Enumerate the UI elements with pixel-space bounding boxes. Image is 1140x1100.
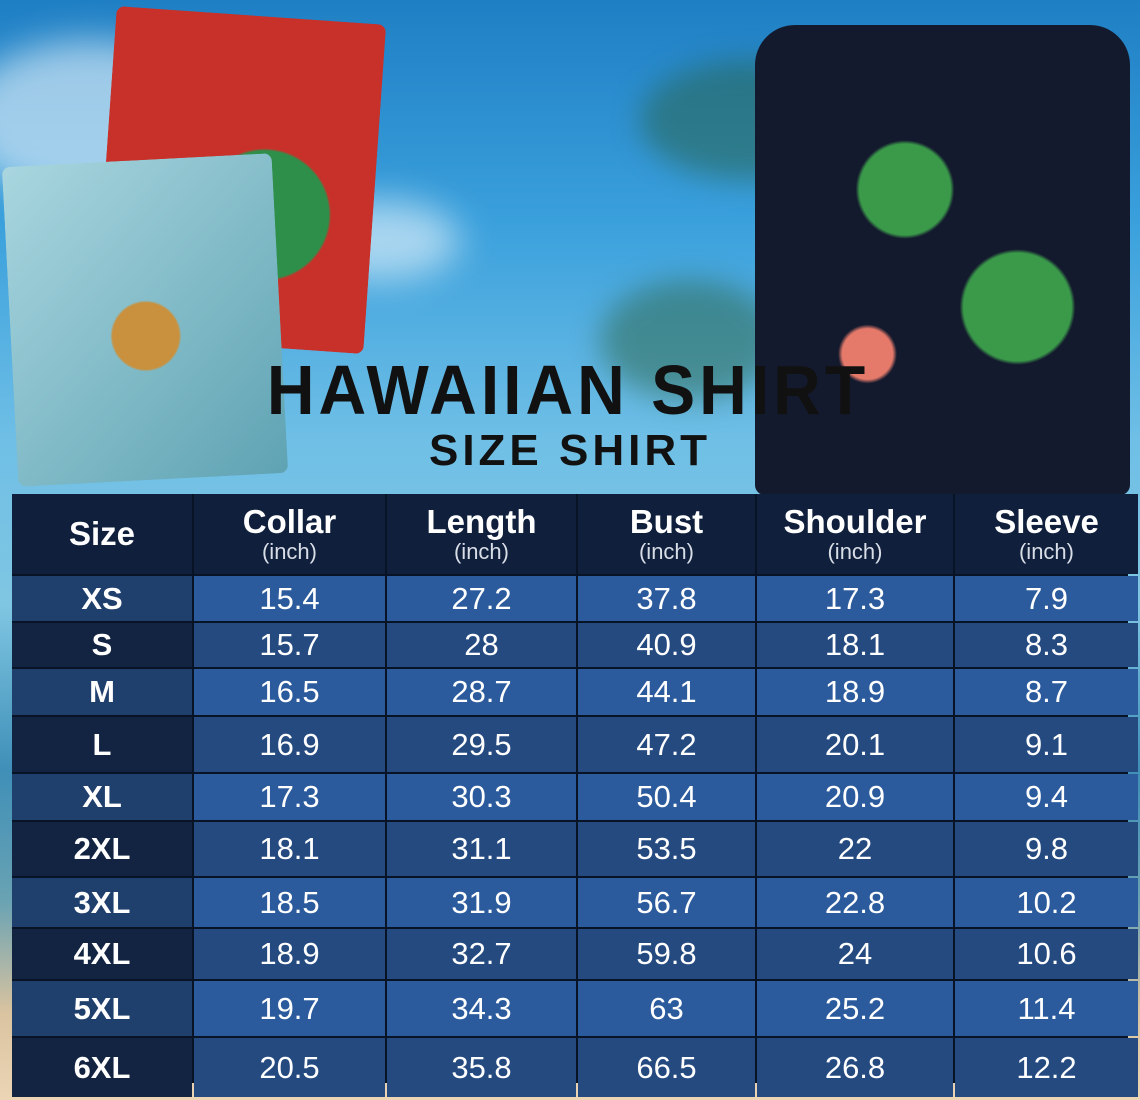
- table-cell-collar: 18.1: [194, 822, 385, 876]
- table-cell-collar: 18.5: [194, 878, 385, 927]
- table-cell-shoulder: 26.8: [757, 1038, 953, 1097]
- table-cell-bust: 53.5: [578, 822, 755, 876]
- table-cell-collar: 19.7: [194, 981, 385, 1036]
- column-header-bust: Bust (inch): [578, 494, 755, 574]
- table-cell-bust: 47.2: [578, 717, 755, 772]
- column-header-unit: (inch): [827, 538, 883, 564]
- table-cell-length: 31.1: [387, 822, 576, 876]
- table-cell-length: 27.2: [387, 576, 576, 621]
- table-cell-shoulder: 25.2: [757, 981, 953, 1036]
- table-cell-bust: 50.4: [578, 774, 755, 820]
- table-cell-collar: 16.9: [194, 717, 385, 772]
- column-header-label: Sleeve: [994, 503, 1099, 541]
- table-cell-length: 34.3: [387, 981, 576, 1036]
- size-label-cell: S: [12, 623, 192, 667]
- table-cell-sleeve: 9.1: [955, 717, 1138, 772]
- size-label-cell: 4XL: [12, 929, 192, 979]
- table-cell-length: 30.3: [387, 774, 576, 820]
- table-cell-shoulder: 22.8: [757, 878, 953, 927]
- table-cell-collar: 15.7: [194, 623, 385, 667]
- size-label-cell: 6XL: [12, 1038, 192, 1097]
- column-header-size: Size: [12, 494, 192, 574]
- column-header-unit: (inch): [1018, 538, 1074, 564]
- size-label-cell: L: [12, 717, 192, 772]
- table-cell-shoulder: 24: [757, 929, 953, 979]
- table-cell-sleeve: 10.2: [955, 878, 1138, 927]
- table-cell-shoulder: 20.9: [757, 774, 953, 820]
- column-header-length: Length (inch): [387, 494, 576, 574]
- size-chart-table: Size Collar (inch) Length (inch) Bust (inch) Sh…: [12, 494, 1138, 1097]
- table-cell-sleeve: 9.4: [955, 774, 1138, 820]
- table-cell-bust: 66.5: [578, 1038, 755, 1097]
- column-header-label: Length: [426, 503, 537, 541]
- table-cell-collar: 17.3: [194, 774, 385, 820]
- table-cell-sleeve: 12.2: [955, 1038, 1138, 1097]
- table-cell-collar: 18.9: [194, 929, 385, 979]
- table-cell-length: 28.7: [387, 669, 576, 715]
- table-cell-length: 32.7: [387, 929, 576, 979]
- table-cell-bust: 37.8: [578, 576, 755, 621]
- size-label-cell: XL: [12, 774, 192, 820]
- size-label-cell: 5XL: [12, 981, 192, 1036]
- page-title: HAWAIIAN SHIRT: [266, 351, 870, 429]
- page-subtitle: SIZE SHIRT: [428, 426, 712, 475]
- table-cell-bust: 59.8: [578, 929, 755, 979]
- column-header-label: Shoulder: [783, 503, 927, 541]
- table-cell-shoulder: 22: [757, 822, 953, 876]
- size-label-cell: XS: [12, 576, 192, 621]
- table-cell-sleeve: 9.8: [955, 822, 1138, 876]
- table-cell-shoulder: 18.9: [757, 669, 953, 715]
- size-label-cell: 3XL: [12, 878, 192, 927]
- table-cell-bust: 63: [578, 981, 755, 1036]
- table-cell-bust: 56.7: [578, 878, 755, 927]
- table-cell-bust: 40.9: [578, 623, 755, 667]
- column-header-unit: (inch): [453, 538, 509, 564]
- table-cell-sleeve: 7.9: [955, 576, 1138, 621]
- table-cell-shoulder: 20.1: [757, 717, 953, 772]
- table-cell-sleeve: 8.3: [955, 623, 1138, 667]
- table-cell-collar: 20.5: [194, 1038, 385, 1097]
- background-palm: [600, 280, 780, 400]
- column-header-label: Size: [68, 514, 136, 552]
- size-label-cell: 2XL: [12, 822, 192, 876]
- table-cell-length: 31.9: [387, 878, 576, 927]
- table-cell-length: 29.5: [387, 717, 576, 772]
- table-cell-shoulder: 17.3: [757, 576, 953, 621]
- table-cell-collar: 16.5: [194, 669, 385, 715]
- size-label-cell: M: [12, 669, 192, 715]
- column-header-unit: (inch): [261, 538, 317, 564]
- table-cell-sleeve: 8.7: [955, 669, 1138, 715]
- table-cell-length: 35.8: [387, 1038, 576, 1097]
- table-cell-sleeve: 10.6: [955, 929, 1138, 979]
- model-flamingo-shirt-image: [755, 25, 1130, 495]
- table-cell-bust: 44.1: [578, 669, 755, 715]
- column-header-unit: (inch): [638, 538, 694, 564]
- column-header-shoulder: Shoulder (inch): [757, 494, 953, 574]
- table-cell-sleeve: 11.4: [955, 981, 1138, 1036]
- column-header-label: Collar: [242, 503, 337, 541]
- table-cell-collar: 15.4: [194, 576, 385, 621]
- column-header-sleeve: Sleeve (inch): [955, 494, 1138, 574]
- column-header-collar: Collar (inch): [194, 494, 385, 574]
- table-cell-shoulder: 18.1: [757, 623, 953, 667]
- table-cell-length: 28: [387, 623, 576, 667]
- column-header-label: Bust: [629, 503, 704, 541]
